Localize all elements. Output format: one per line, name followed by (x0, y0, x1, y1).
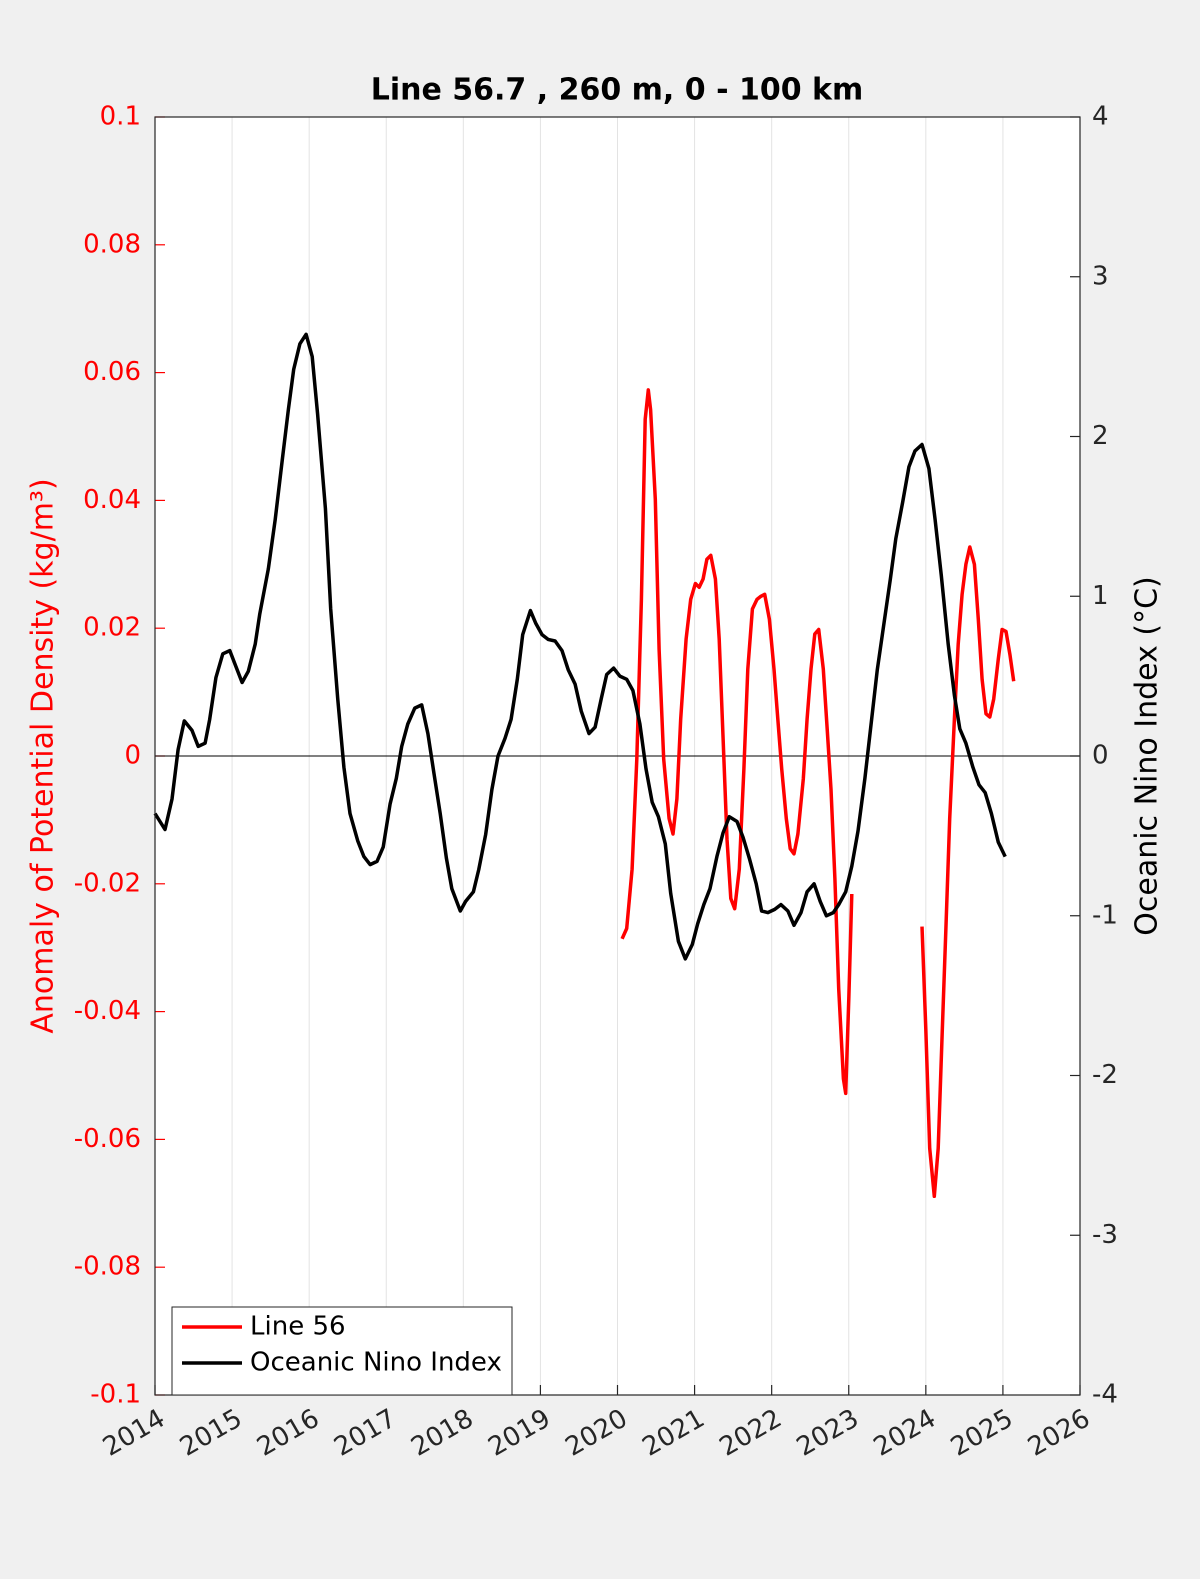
y2-tick-label: 4 (1092, 102, 1109, 132)
y-tick-label: 0.02 (83, 613, 141, 643)
y2-tick-label: -1 (1092, 900, 1118, 930)
chart-title: Line 56.7 , 260 m, 0 - 100 km (371, 73, 864, 108)
x-tick-label: 2026 (1023, 1404, 1095, 1463)
x-tick-label: 2016 (252, 1404, 324, 1463)
x-tick-label: 2020 (560, 1404, 632, 1463)
x-tick-label: 2022 (715, 1404, 787, 1463)
x-tick-label: 2015 (175, 1404, 247, 1463)
y2-tick-label: -4 (1092, 1380, 1118, 1410)
y-tick-label: -0.1 (90, 1380, 141, 1410)
x-tick-label: 2017 (329, 1404, 401, 1463)
y-tick-label: 0 (124, 741, 141, 771)
x-tick-label: 2018 (406, 1404, 478, 1463)
y-tick-label: -0.04 (74, 996, 141, 1026)
x-tick-label: 2025 (946, 1404, 1018, 1463)
x-tick-label: 2021 (638, 1404, 710, 1463)
legend-label: Line 56 (250, 1312, 346, 1342)
y-tick-label: 0.08 (83, 229, 141, 259)
y-tick-label: -0.08 (74, 1252, 141, 1282)
y2-tick-label: 0 (1092, 741, 1109, 771)
y-tick-label: -0.06 (74, 1124, 141, 1154)
legend-label: Oceanic Nino Index (250, 1348, 502, 1378)
y-tick-label: 0.1 (100, 102, 141, 132)
y2-axis-label: Oceanic Nino Index (°C) (1130, 576, 1165, 936)
y-tick-label: -0.02 (74, 868, 141, 898)
x-tick-label: 2019 (483, 1404, 555, 1463)
y-axis-label: Anomaly of Potential Density (kg/m³) (26, 478, 61, 1033)
x-tick-label: 2024 (869, 1404, 941, 1463)
y2-tick-label: -3 (1092, 1220, 1118, 1250)
y2-tick-label: 2 (1092, 421, 1109, 451)
data-line (620, 388, 1016, 1199)
y2-tick-label: 3 (1092, 261, 1109, 291)
y-tick-label: 0.06 (83, 357, 141, 387)
y-tick-label: 0.04 (83, 485, 141, 515)
x-tick-label: 2014 (98, 1404, 170, 1463)
axes-frame (154, 116, 1081, 1396)
x-tick-label: 2023 (792, 1404, 864, 1463)
legend-box (171, 1306, 513, 1396)
data-line (153, 332, 1007, 961)
y2-tick-label: 1 (1092, 581, 1109, 611)
y2-tick-label: -2 (1092, 1060, 1118, 1090)
